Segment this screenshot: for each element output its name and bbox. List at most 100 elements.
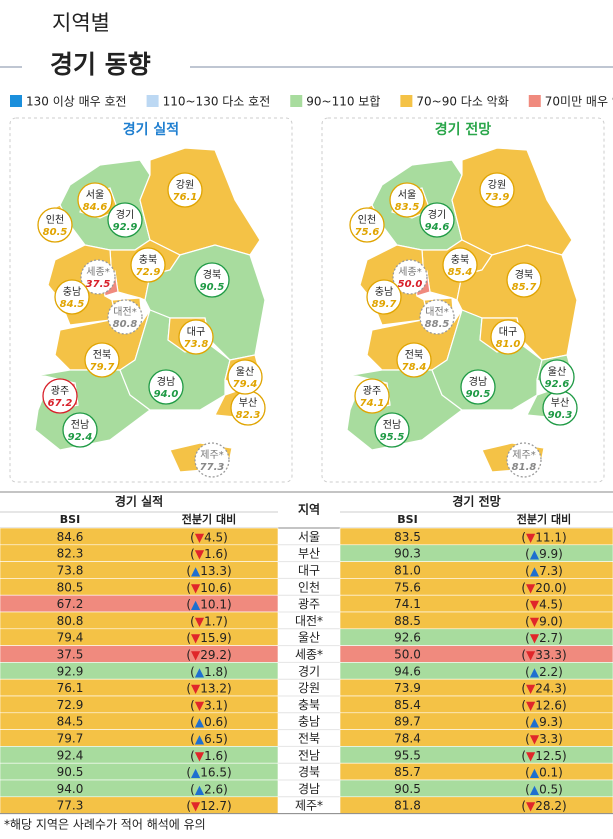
legend-label: 110~130 다소 호전 <box>163 95 271 109</box>
map-region-name: 제주* <box>512 449 535 461</box>
map-title: 경기 전망 <box>435 121 492 138</box>
map-label-badge <box>506 262 542 298</box>
map-region-name: 인천 <box>358 214 376 226</box>
map-label-badge <box>194 262 230 298</box>
map-label-badge <box>460 369 496 405</box>
legend-label: 70미만 매우 악화 <box>545 95 613 109</box>
table-change: (▼10.6) <box>186 580 231 594</box>
table-change: (▼12.6) <box>521 698 566 712</box>
table-cell-bg <box>339 594 613 613</box>
map-bsi: 77.3 <box>200 462 225 473</box>
legend-swatch <box>400 95 413 107</box>
table-change: (▲0.6) <box>190 715 228 729</box>
table-bsi: 92.4 <box>57 748 84 762</box>
table-cell-bg <box>339 712 613 730</box>
map-bsi: 90.3 <box>548 410 573 421</box>
map-label-badge <box>77 182 113 218</box>
table-change: (▲13.3) <box>186 564 231 578</box>
table-change: (▼2.7) <box>525 631 563 645</box>
table-bsi: 90.5 <box>394 782 421 796</box>
map-label-badge <box>490 319 526 355</box>
table-region: 경북 <box>298 765 320 779</box>
table-region: 인천 <box>298 579 320 594</box>
table-cell-bg <box>0 678 279 697</box>
map-region-name: 경남 <box>469 375 487 388</box>
table-change: (▼11.1) <box>521 530 566 544</box>
map-bsi: 94.0 <box>154 389 179 400</box>
table-cell-bg <box>0 796 279 814</box>
table-cell-bg <box>339 662 613 680</box>
map-bsi: 75.6 <box>355 227 380 238</box>
map-bsi: 82.3 <box>236 410 261 421</box>
table-cell-bg <box>0 628 279 646</box>
table-bsi: 77.3 <box>57 799 84 813</box>
table-change: (▼29.2) <box>186 648 231 662</box>
table-bsi: 83.5 <box>394 530 421 544</box>
table-region: 충북 <box>298 698 320 712</box>
map-bsi: 90.5 <box>466 389 491 400</box>
map-label-badge <box>479 172 515 208</box>
table-change: (▼4.5) <box>525 597 563 611</box>
map-label-badge <box>389 182 425 218</box>
table-region: 대전* <box>295 614 323 628</box>
map-bsi: 78.4 <box>402 362 427 373</box>
table-bsi: 90.5 <box>57 765 84 779</box>
map-region-name: 전북 <box>93 349 111 361</box>
table-cell-bg <box>339 611 613 630</box>
table-region: 전북 <box>298 732 320 746</box>
table-bsi: 84.6 <box>57 530 84 544</box>
map-region-name: 강원 <box>176 179 194 191</box>
table-change: (▼24.3) <box>521 681 566 695</box>
map-label-badge <box>80 259 116 295</box>
table-change: (▲2.2) <box>525 664 563 678</box>
map-bsi: 92.4 <box>68 432 93 443</box>
map-bsi: 95.5 <box>380 432 405 443</box>
map-bsi: 76.1 <box>173 192 198 203</box>
table-change: (▲9.9) <box>525 547 563 561</box>
map-region-name: 세종* <box>398 266 421 278</box>
map-label-badge <box>148 369 184 405</box>
table-bsi: 85.4 <box>394 698 421 712</box>
legend-label: 90~110 보합 <box>306 95 380 109</box>
table-bsi: 78.4 <box>394 732 421 746</box>
map-bsi: 80.5 <box>43 227 68 238</box>
header-title: 경기 동향 <box>50 50 151 79</box>
map-bsi: 85.4 <box>448 267 473 278</box>
map-region-name: 울산 <box>548 366 566 378</box>
table-group-header: 지역 <box>298 502 320 517</box>
map-region-name: 대전* <box>113 306 136 318</box>
table-change: (▲7.3) <box>525 564 563 578</box>
map: 서울83.5부산90.3대구81.0인천75.6광주74.1대전*88.5울산9… <box>346 147 578 478</box>
table-bsi: 73.9 <box>394 681 421 695</box>
map-bsi: 67.2 <box>48 398 73 409</box>
table-cell-bg <box>0 729 279 747</box>
table-change: (▼3.3) <box>525 732 563 746</box>
table-change: (▼1.6) <box>190 547 228 561</box>
table-region: 광주 <box>298 597 320 611</box>
map-label-badge <box>354 378 390 414</box>
table-region: 강원 <box>298 681 320 695</box>
table-region: 제주* <box>295 799 323 813</box>
table-bsi: 76.1 <box>57 681 84 695</box>
table-bsi: 80.5 <box>57 580 84 594</box>
table-change: (▼15.9) <box>186 631 231 645</box>
map-bsi: 85.7 <box>512 282 537 293</box>
map-label-badge <box>37 207 73 243</box>
table-cell-bg <box>0 544 279 562</box>
map-label-badge <box>396 342 432 378</box>
table-bsi: 50.0 <box>394 648 421 662</box>
map-bsi: 84.6 <box>83 202 108 213</box>
table-change: (▼20.0) <box>521 580 566 594</box>
map-region-name: 충북 <box>139 254 157 266</box>
table-change: (▼12.7) <box>186 799 231 813</box>
table-cell-bg <box>339 578 613 596</box>
map-bsi: 94.6 <box>425 222 450 233</box>
table-change: (▼33.3) <box>521 648 566 662</box>
table-bsi: 81.8 <box>394 799 421 813</box>
table-cell-bg <box>339 746 613 764</box>
table-change: (▲0.5) <box>525 782 563 796</box>
table-bsi: 85.7 <box>394 765 421 779</box>
table-cell-bg <box>0 594 279 613</box>
map-label-badge <box>506 442 542 478</box>
map-region <box>139 147 261 256</box>
